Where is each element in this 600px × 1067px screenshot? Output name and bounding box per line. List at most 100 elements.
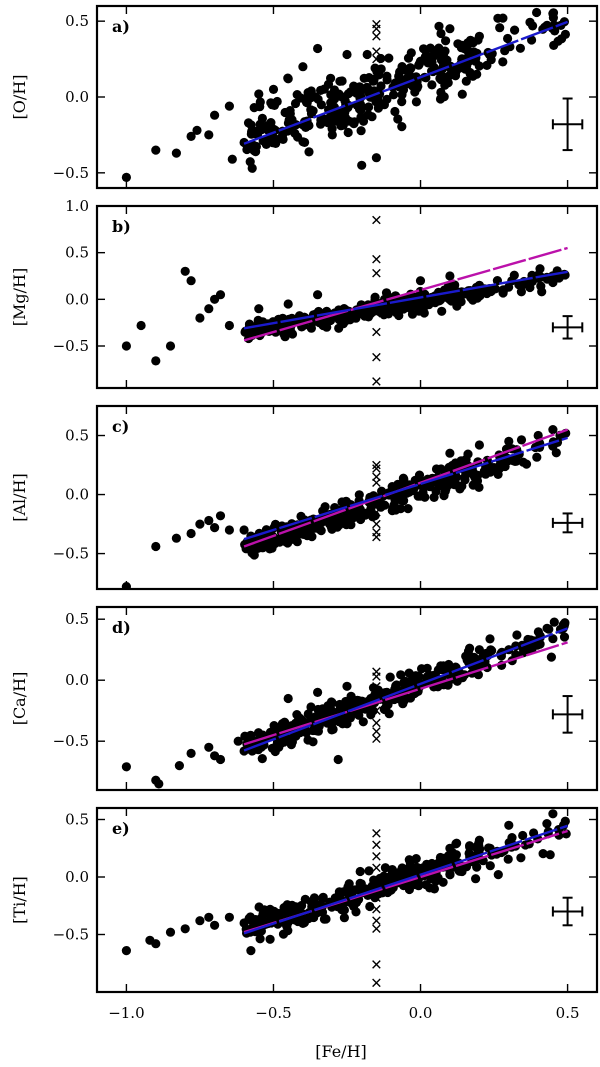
data-point [282, 908, 292, 918]
data-point [485, 634, 495, 644]
y-tick-label: 0.5 [65, 610, 89, 628]
excluded-marker [372, 978, 381, 988]
data-point [482, 60, 492, 70]
data-point [415, 491, 425, 501]
excluded-marker-stroke [372, 916, 381, 925]
excluded-marker [372, 672, 381, 681]
excluded-marker [372, 47, 381, 56]
data-point [327, 725, 337, 735]
excluded-marker-stroke [372, 863, 381, 873]
data-point [495, 23, 505, 33]
data-point [474, 482, 484, 492]
data-point [204, 912, 214, 922]
data-point [431, 464, 442, 474]
data-point [414, 470, 425, 480]
data-point [257, 754, 267, 764]
excluded-marker [372, 829, 381, 838]
data-point [548, 9, 558, 19]
data-point [215, 290, 226, 300]
data-point [369, 880, 379, 891]
data-point [171, 533, 181, 543]
data-point [437, 306, 447, 316]
data-point [493, 870, 503, 880]
data-point [456, 297, 466, 307]
data-point [460, 475, 470, 485]
excluded-marker [372, 682, 381, 691]
data-point [253, 745, 263, 755]
data-point [338, 718, 348, 728]
data-point [533, 627, 544, 637]
data-point [457, 40, 467, 50]
data-point [525, 17, 535, 27]
data-point [422, 859, 432, 869]
data-point [465, 35, 476, 45]
data-point [403, 53, 414, 63]
excluded-marker-stroke [372, 690, 381, 700]
data-point [516, 853, 526, 863]
panel-label: b) [112, 217, 131, 236]
data-point [498, 13, 508, 23]
data-point [532, 7, 542, 18]
data-point [451, 480, 461, 490]
data-point [151, 541, 161, 552]
excluded-marker-stroke [372, 672, 381, 681]
data-point [210, 110, 220, 120]
data-point [437, 51, 447, 61]
data-point [445, 448, 455, 458]
excluded-marker [372, 727, 381, 736]
data-point [393, 480, 403, 490]
data-point [507, 833, 517, 843]
data-point [321, 914, 331, 924]
data-point [296, 511, 306, 521]
excluded-marker [372, 254, 381, 264]
data-point [269, 906, 279, 917]
data-point [391, 505, 401, 515]
data-point [544, 624, 554, 634]
data-point [372, 67, 382, 77]
data-point [474, 645, 484, 655]
excluded-marker [372, 706, 381, 715]
data-point [362, 49, 372, 60]
x-tick-label: 0.0 [409, 1004, 433, 1022]
data-point [215, 511, 226, 521]
excluded-marker-stroke [372, 734, 381, 744]
data-point [472, 862, 482, 872]
y-tick-label: 0.5 [65, 427, 89, 445]
excluded-marker [372, 734, 381, 744]
excluded-marker-stroke [372, 464, 381, 473]
data-point [538, 849, 548, 859]
data-point [339, 913, 349, 923]
data-point [215, 754, 226, 765]
excluded-marker-stroke [372, 352, 381, 362]
data-point [551, 448, 561, 458]
fit-line-magenta [243, 641, 568, 746]
data-point [504, 820, 514, 830]
data-point [527, 35, 537, 45]
data-point [240, 731, 250, 741]
data-point [316, 85, 326, 95]
data-point [407, 309, 418, 319]
excluded-marker-stroke [372, 309, 381, 318]
data-point [504, 436, 514, 446]
excluded-marker-stroke [372, 706, 381, 715]
fit-line-blue [243, 436, 568, 541]
data-point [405, 693, 416, 703]
error-bar [551, 695, 584, 734]
data-point [171, 148, 181, 158]
data-point [283, 299, 293, 309]
data-point [327, 706, 337, 716]
data-point [224, 912, 234, 922]
excluded-marker [372, 960, 381, 969]
data-point [151, 145, 161, 155]
data-point [455, 866, 465, 876]
data-point [404, 668, 414, 678]
data-point [445, 24, 455, 34]
data-point [265, 934, 275, 944]
data-point [204, 304, 214, 314]
data-point [436, 75, 446, 85]
data-point [279, 737, 289, 747]
data-point [382, 71, 392, 81]
data-point [521, 459, 532, 469]
data-point [443, 78, 453, 88]
y-tick-label: 0.0 [65, 290, 89, 308]
